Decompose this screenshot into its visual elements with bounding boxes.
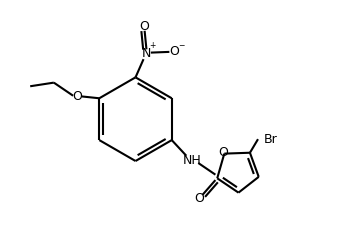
Text: Br: Br (264, 133, 277, 146)
Text: $^+$: $^+$ (148, 41, 157, 52)
Text: N: N (142, 47, 151, 60)
Text: O: O (218, 146, 228, 159)
Text: O: O (72, 90, 83, 103)
Text: $^-$: $^-$ (177, 43, 186, 53)
Text: NH: NH (182, 154, 201, 166)
Text: O: O (140, 20, 150, 33)
Text: O: O (194, 192, 204, 205)
Text: O: O (169, 45, 179, 58)
